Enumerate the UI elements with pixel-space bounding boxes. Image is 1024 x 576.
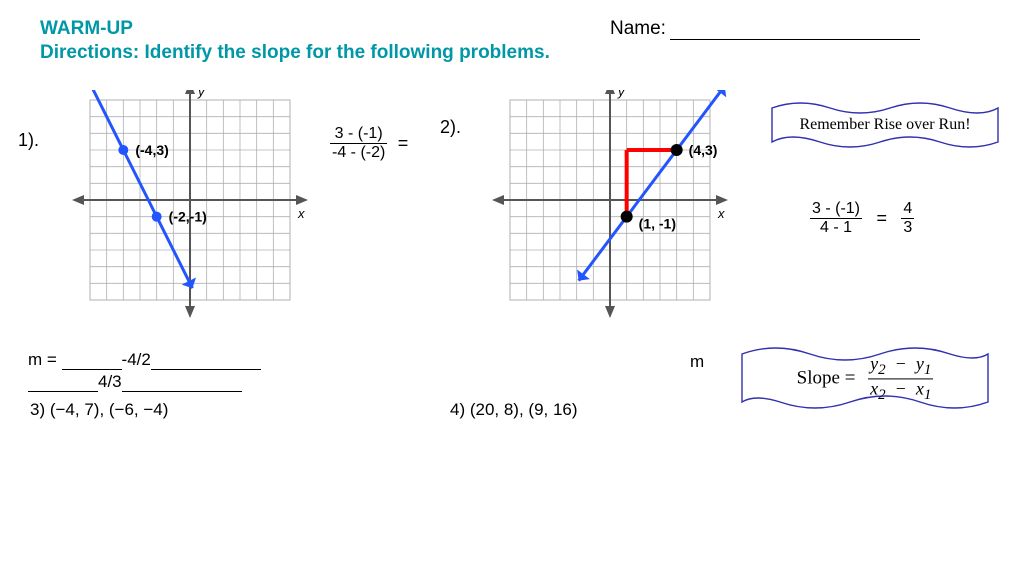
problem-2-m-label: m bbox=[690, 352, 704, 372]
graph-2: y x (4,3) (1, -1) bbox=[480, 90, 750, 335]
svg-text:(-2,-1): (-2,-1) bbox=[169, 209, 207, 225]
warmup-title: WARM-UP bbox=[40, 18, 984, 40]
svg-text:x: x bbox=[717, 206, 725, 221]
problem-3: 3) (−4, 7), (−6, −4) bbox=[30, 400, 168, 420]
slope-formula-banner: Slope = y2 − y1 x2 − x1 bbox=[740, 340, 990, 418]
problem-2-calc: 3 - (-1) 4 - 1 = 4 3 bbox=[810, 200, 914, 236]
directions-text: Directions: Identify the slope for the f… bbox=[40, 42, 984, 64]
problem-2-label: 2). bbox=[440, 117, 461, 138]
graph-1: y x (-4,3) (-2,-1) bbox=[60, 90, 320, 335]
svg-text:(1, -1): (1, -1) bbox=[639, 216, 676, 232]
problem-1-answer: m = -4/2 4/3 bbox=[28, 350, 328, 392]
problem-1-label: 1). bbox=[18, 130, 39, 151]
svg-text:y: y bbox=[197, 90, 206, 99]
rise-over-run-banner: Remember Rise over Run! bbox=[770, 96, 1000, 154]
svg-text:y: y bbox=[617, 90, 626, 99]
svg-text:(4,3): (4,3) bbox=[689, 142, 718, 158]
problem-1-calc: 3 - (-1) -4 - (-2) = bbox=[330, 125, 414, 161]
problem-4: 4) (20, 8), (9, 16) bbox=[450, 400, 578, 420]
worksheet-header: WARM-UP Directions: Identify the slope f… bbox=[40, 18, 984, 64]
svg-text:x: x bbox=[297, 206, 305, 221]
svg-text:(-4,3): (-4,3) bbox=[135, 142, 168, 158]
